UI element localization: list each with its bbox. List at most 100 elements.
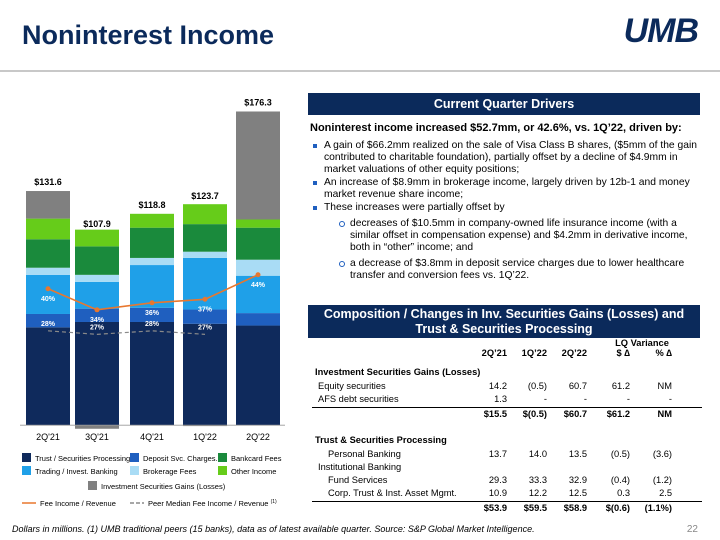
x-tick-label: 2Q'22 xyxy=(246,432,270,442)
line-point xyxy=(94,307,100,313)
table-row: $15.5 $(0.5) $60.7 $61.2 NM xyxy=(312,407,702,421)
line-label: 37% xyxy=(198,306,213,313)
footnote: Dollars in millions. (1) UMB traditional… xyxy=(12,524,535,534)
total-label: $123.7 xyxy=(191,191,219,201)
table-cell: 10.9 xyxy=(488,488,507,498)
table-row: LQ Variance xyxy=(312,337,702,350)
total-cell: $58.9 xyxy=(563,503,587,513)
bullet: A gain of $66.2mm realized on the sale o… xyxy=(310,140,702,176)
legend-name: Fee Income / Revenue xyxy=(40,499,116,508)
table-cell: 14.0 xyxy=(528,449,547,459)
legend-label: Deposit Svc. Charges. xyxy=(143,454,218,463)
line-label: 36% xyxy=(145,310,160,317)
line-point xyxy=(149,300,155,306)
bar-segment xyxy=(26,267,70,275)
bar-segment xyxy=(130,227,174,258)
bar-segment xyxy=(130,321,174,426)
column-group: LQ Variance xyxy=(615,338,669,348)
legend-swatch xyxy=(88,481,97,490)
bar-segment xyxy=(26,191,70,219)
x-tick-label: 2Q'21 xyxy=(36,432,60,442)
page-number: 22 xyxy=(686,524,698,535)
table-cell: - xyxy=(583,394,587,404)
table-cell: 12.2 xyxy=(528,488,547,498)
total-cell: $(0.6) xyxy=(605,503,630,513)
line-label: 28% xyxy=(41,321,56,328)
line-point xyxy=(255,272,261,278)
total-label: $176.3 xyxy=(244,97,272,107)
table-row: Corp. Trust & Inst. Asset Mgmt. 10.9 12.2 1… xyxy=(312,487,702,500)
bar-segment xyxy=(183,425,227,427)
row-label: Institutional Banking xyxy=(318,462,402,472)
table-row: 2Q’21 1Q’22 2Q’22 $ ∆ % ∆ xyxy=(312,347,702,360)
sub-bullet: a decrease of $3.8mm in deposit service … xyxy=(310,258,702,282)
table-row: Investment Securities Gains (Losses) xyxy=(312,366,702,379)
bar-segment xyxy=(75,246,119,275)
table-cell: 12.5 xyxy=(568,488,587,498)
legend-label: Bankcard Fees xyxy=(231,454,282,463)
table-cell: 32.9 xyxy=(568,475,587,485)
line-point xyxy=(45,286,51,292)
bar-segment xyxy=(26,313,70,328)
line-label: 34% xyxy=(90,317,105,324)
total-cell: $(0.5) xyxy=(522,409,547,419)
section-title: Trust & Securities Processing xyxy=(315,435,447,445)
logo: UMB xyxy=(623,12,699,50)
table-cell: 13.7 xyxy=(488,449,507,459)
table-cell: 2.5 xyxy=(659,488,672,498)
line-series xyxy=(47,330,206,335)
bar-segment xyxy=(236,111,280,220)
column-header: 2Q’22 xyxy=(561,348,587,358)
title: Noninterest Income xyxy=(22,20,275,50)
legend-label: Trust / Securities Processing xyxy=(35,454,130,463)
total-cell: $59.5 xyxy=(523,503,547,513)
x-tick-label: 3Q'21 xyxy=(85,432,109,442)
x-tick-label: 1Q'22 xyxy=(193,432,217,442)
table-cell: 0.3 xyxy=(617,488,630,498)
line-label: 44% xyxy=(251,282,266,289)
table-row: Trust & Securities Processing xyxy=(312,434,702,447)
table-cell: 13.5 xyxy=(568,449,587,459)
bullet: These increases were partially offset by xyxy=(310,202,702,214)
bar-segment xyxy=(236,227,280,260)
bar-segment xyxy=(236,325,280,426)
bar-segment xyxy=(75,281,119,309)
bar-segment xyxy=(130,213,174,228)
bar-segment xyxy=(26,327,70,426)
bar-segment xyxy=(183,257,227,310)
total-cell: $53.9 xyxy=(483,503,507,513)
table-cell: - xyxy=(626,394,630,404)
table-cell: (0.5) xyxy=(527,381,547,391)
bar-segment xyxy=(130,307,174,322)
bullet: An increase of $8.9mm in brokerage incom… xyxy=(310,177,702,201)
bar-segment xyxy=(75,229,119,247)
line-label: 28% xyxy=(145,321,160,328)
line-label: 27% xyxy=(198,324,213,331)
table-cell: 1.3 xyxy=(494,394,507,404)
table-row: Institutional Banking xyxy=(312,461,702,474)
bar-segment xyxy=(183,224,227,252)
legend-label: Peer Median Fee Income / Revenue (1) xyxy=(148,499,277,508)
lead-text: Noninterest income increased $52.7mm, or… xyxy=(310,122,682,134)
section-title: Investment Securities Gains (Losses) xyxy=(315,367,481,377)
section-heading: Composition / Changes in Inv. Securities… xyxy=(308,305,700,338)
row-label: Equity securities xyxy=(318,381,386,391)
total-label: $131.6 xyxy=(34,177,62,187)
legend-label: Investment Securities Gains (Losses) xyxy=(101,482,226,491)
bar-segment xyxy=(236,259,280,276)
line-label: 40% xyxy=(41,296,56,303)
table-cell: - xyxy=(668,394,672,404)
table-cell: (1.2) xyxy=(652,475,672,485)
bar-segment xyxy=(236,219,280,228)
bar-segment xyxy=(75,321,119,426)
row-label: Corp. Trust & Inst. Asset Mgmt. xyxy=(328,488,457,498)
legend-swatch xyxy=(218,466,227,475)
bar-segment xyxy=(183,251,227,258)
column-header: 2Q’21 xyxy=(481,348,507,358)
bar-segment xyxy=(75,308,119,322)
table-row: $53.9 $59.5 $58.9 $(0.6) (1.1%) xyxy=(312,501,702,515)
table-row: Equity securities 14.2 (0.5) 60.7 61.2 NM xyxy=(312,380,702,393)
legend-name: Peer Median Fee Income / Revenue xyxy=(148,499,268,508)
bullet-list: A gain of $66.2mm realized on the sale o… xyxy=(310,140,702,282)
table-cell: (3.6) xyxy=(652,449,672,459)
